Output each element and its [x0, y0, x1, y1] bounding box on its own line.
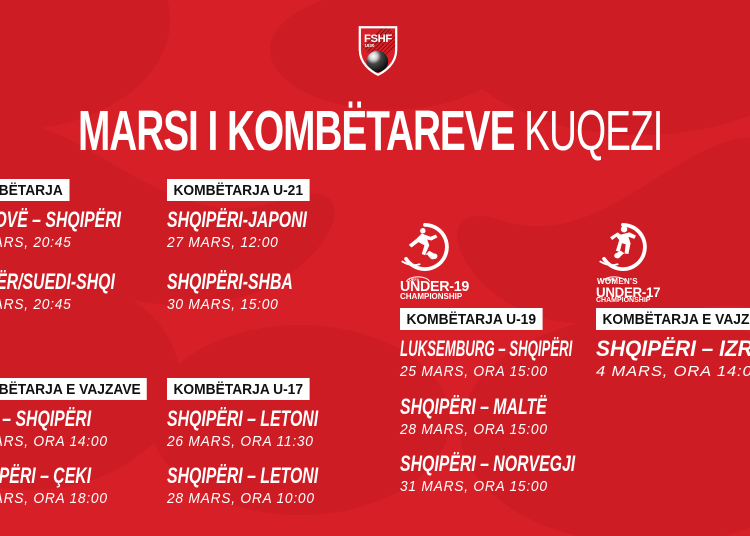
svg-text:1930: 1930 [364, 43, 375, 48]
